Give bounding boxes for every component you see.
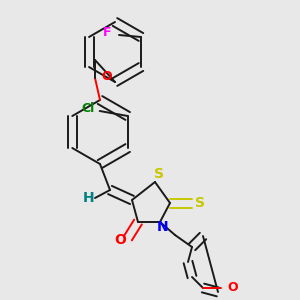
Text: O: O <box>102 70 112 83</box>
Text: F: F <box>103 26 111 40</box>
Text: O: O <box>114 233 126 247</box>
Text: H: H <box>83 191 95 205</box>
Text: Cl: Cl <box>81 103 94 116</box>
Text: S: S <box>154 167 164 181</box>
Text: N: N <box>157 220 169 234</box>
Text: S: S <box>195 196 205 210</box>
Text: O: O <box>228 281 238 295</box>
